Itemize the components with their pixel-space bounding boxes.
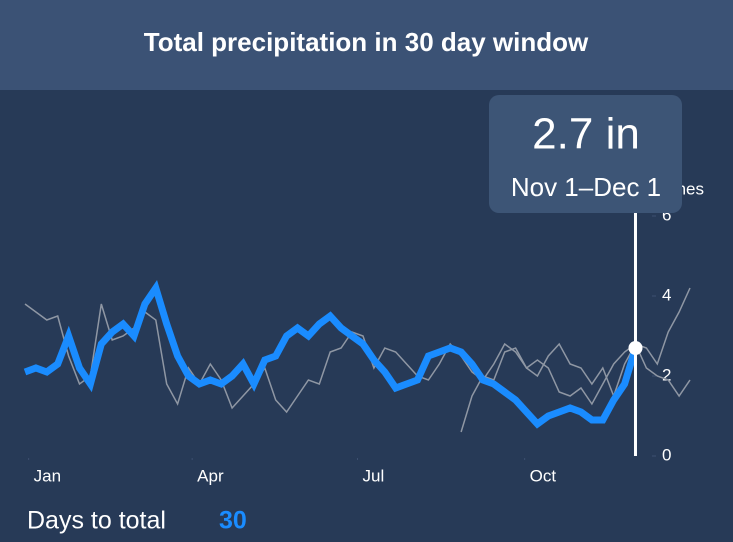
series-line (23, 279, 639, 429)
chart-title: Total precipitation in 30 day window (144, 27, 589, 57)
tooltip-box (489, 95, 682, 213)
x-tick-label: Jan (34, 466, 61, 485)
y-tick-label: 6 (662, 205, 671, 224)
control-label: Days to total (27, 507, 166, 535)
y-tick-label: 2 (662, 365, 671, 384)
tooltip-value: 2.7 in (532, 110, 640, 159)
selection-dot (628, 341, 643, 355)
tooltip-range: Nov 1–Dec 1 (511, 172, 661, 202)
series-line (460, 287, 691, 433)
x-tick-label: Apr (197, 466, 224, 485)
tooltip: 2.7 in Nov 1–Dec 1 (489, 95, 682, 213)
x-tick-label: Jul (363, 466, 385, 485)
plot: 0 2 4 6 Jan Apr Jul Oct 2.7 in Nov 1–Dec 1 (23, 95, 691, 485)
y-tick-label: 0 (662, 445, 671, 464)
header (0, 0, 733, 90)
y-tick-label: 4 (662, 285, 671, 304)
x-tick-label: Oct (530, 466, 557, 485)
control-value[interactable]: 30 (219, 507, 247, 535)
